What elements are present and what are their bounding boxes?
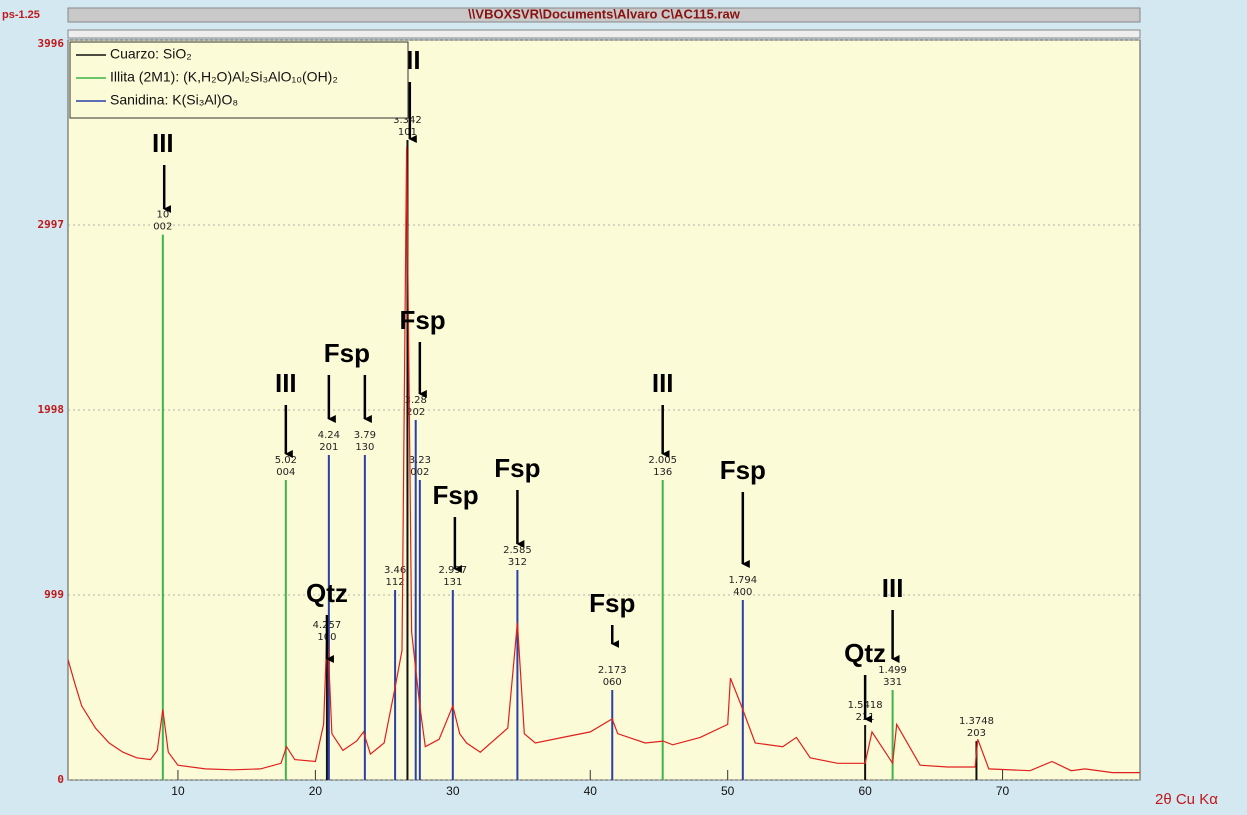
- x-tick-label: 60: [858, 784, 872, 798]
- stick-d-label: 3.28: [405, 395, 427, 406]
- stick-hkl-label: 202: [406, 407, 425, 418]
- annotation: Qtz: [306, 578, 348, 608]
- legend: Cuarzo: SiO₂ Illita (2M1): (K,H₂O)Al₂Si₃A…: [69, 41, 409, 119]
- annotation: Fsp: [432, 480, 478, 510]
- title-bar: [67, 7, 1141, 23]
- annotation: III: [652, 368, 674, 398]
- plot-layer: 0999199829973996102030405060704.2571003.…: [38, 37, 1140, 798]
- stick-d-label: 3.342: [393, 115, 422, 126]
- stick-d-label: 3.23: [409, 455, 431, 466]
- y-tick-label: 3996: [38, 37, 65, 50]
- stick-hkl-label: 131: [443, 577, 462, 588]
- pattern-line: [67, 146, 1140, 774]
- x-tick-label: 30: [446, 784, 460, 798]
- stick-d-label: 4.24: [318, 430, 340, 441]
- stick-hkl-label: 060: [603, 677, 622, 688]
- annotation: Fsp: [720, 455, 766, 485]
- x-tick-label: 50: [721, 784, 735, 798]
- stick-hkl-label: 002: [153, 222, 172, 233]
- stick-hkl-label: 004: [276, 467, 295, 478]
- stick-d-label: 3.79: [354, 430, 376, 441]
- scroll-bar[interactable]: [67, 29, 1141, 39]
- stick-d-label: 2.997: [439, 565, 468, 576]
- stick-d-label: 2.005: [648, 455, 677, 466]
- stick-d-label: 5.02: [275, 455, 297, 466]
- y-corner-label: ps-1.25: [2, 9, 40, 21]
- y-tick-label: 2997: [38, 218, 65, 231]
- annotation: Fsp: [399, 305, 445, 335]
- stick-d-label: 2.585: [503, 545, 532, 556]
- stick-d-label: 3.46: [384, 565, 406, 576]
- stick-hkl-label: 002: [410, 467, 429, 478]
- annotation: III: [275, 368, 297, 398]
- x-axis-label: 2θ Cu Kα: [1155, 791, 1218, 808]
- stick-d-label: 1.794: [728, 575, 757, 586]
- annotation: III: [882, 573, 904, 603]
- legend-box: [69, 41, 409, 119]
- annotation: Fsp: [494, 453, 540, 483]
- x-tick-label: 20: [309, 784, 323, 798]
- y-tick-label: 0: [57, 773, 64, 786]
- stick-hkl-label: 331: [883, 677, 902, 688]
- stick-d-label: 2.173: [598, 665, 627, 676]
- stick-d-label: 1.499: [878, 665, 907, 676]
- annotation: Fsp: [589, 588, 635, 618]
- x-tick-label: 10: [171, 784, 185, 798]
- legend-label: Cuarzo: SiO₂: [110, 46, 192, 62]
- stick-hkl-label: 112: [386, 577, 405, 588]
- chart-title: \\VBOXSVR\Documents\Alvaro C\AC115.raw: [468, 6, 741, 21]
- annotation: III: [152, 128, 174, 158]
- annotation: Fsp: [324, 338, 370, 368]
- stick-hkl-label: 203: [967, 728, 986, 739]
- y-tick-label: 999: [44, 588, 64, 601]
- stick-hkl-label: 130: [355, 442, 374, 453]
- legend-label: Illita (2M1): (K,H₂O)Al₂Si₃AlO₁₀(OH)₂: [110, 69, 338, 85]
- stick-d-label: 1.3748: [959, 716, 994, 727]
- stick-hkl-label: 136: [653, 467, 672, 478]
- x-tick-label: 40: [584, 784, 598, 798]
- stick-hkl-label: 201: [319, 442, 338, 453]
- x-tick-label: 70: [996, 784, 1010, 798]
- stick-d-label: 10: [156, 210, 169, 221]
- annotation: Qtz: [844, 638, 886, 668]
- stick-hkl-label: 312: [508, 557, 527, 568]
- y-tick-label: 1998: [38, 403, 65, 416]
- stick-hkl-label: 101: [398, 127, 417, 138]
- stick-hkl-label: 400: [733, 587, 752, 598]
- legend-label: Sanidina: K(Si₃Al)O₈: [110, 92, 238, 108]
